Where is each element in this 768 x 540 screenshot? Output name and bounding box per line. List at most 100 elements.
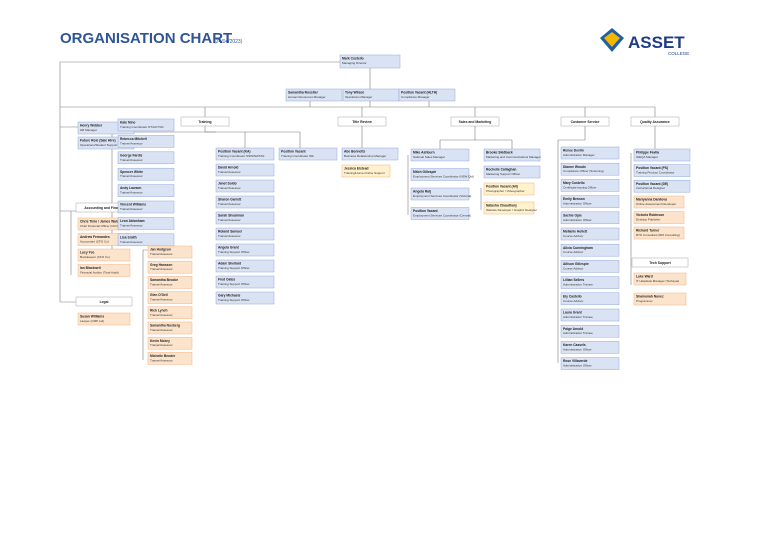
person-role: IGEQA Manager — [636, 155, 658, 159]
person-name: Sachie Opie — [563, 213, 582, 217]
box — [560, 243, 620, 257]
person-role: Administration Trainee — [563, 283, 593, 287]
person-role: Course Advisor — [563, 250, 583, 254]
connector — [142, 249, 148, 360]
section-heading: Accounting and Finance — [84, 206, 123, 210]
person-name: David Arnold — [218, 166, 238, 170]
person-role: Operations Manager — [345, 95, 372, 99]
person-name: Lillian Sellers — [563, 278, 584, 282]
person-role: Employment Services Coordinator (Victori… — [413, 194, 471, 198]
person-name: Karen Cassels — [563, 343, 586, 347]
box — [560, 146, 620, 160]
person-role: Administration Officer — [563, 202, 592, 206]
person-name: Emily Benson — [563, 197, 585, 201]
person-role: Trainer/Assessor — [120, 240, 143, 244]
person-role: Photographer / Videographer — [486, 189, 525, 193]
box — [483, 201, 535, 215]
person-name: Philippe Favila — [636, 151, 659, 155]
person-name: Ian Blackwell — [80, 266, 101, 270]
person-role: Administration Officer — [563, 364, 592, 368]
person-role: Course Advisor — [563, 266, 583, 270]
box — [215, 227, 275, 241]
person-name: George Fardis — [120, 153, 143, 157]
box — [215, 195, 275, 209]
box — [147, 291, 193, 304]
person-name: Greg Hanssen — [150, 263, 172, 267]
person-role: Managing Director — [342, 61, 367, 65]
box — [560, 227, 620, 241]
person-name: Dianne Woods — [563, 165, 586, 169]
connector — [205, 131, 301, 148]
person-name: Leon Ablanham — [120, 219, 145, 223]
person-role: Course Advisor — [563, 234, 583, 238]
box — [147, 276, 193, 289]
person-role: Trainer/Assessor — [218, 202, 241, 206]
person-role: Trainer/Assessor — [120, 207, 143, 211]
box — [483, 165, 541, 179]
person-name: Rochelle Callaghan — [486, 168, 516, 172]
person-name: Samantha Brooke — [150, 278, 178, 282]
box — [278, 147, 338, 161]
box — [147, 321, 193, 335]
person-role: Operations/Student Support Officer — [80, 143, 127, 147]
person-role: Compliance Officer (Scanning) — [563, 169, 604, 173]
person-name: Henry Webber — [80, 124, 103, 128]
section-heading: Legal — [100, 300, 109, 304]
person-box: Position Vacant (All)Photographer / Vide… — [483, 182, 535, 196]
person-role: Trainer/Assessor — [150, 252, 173, 256]
person-role: Employment Services Coordinator (NSW Qld… — [413, 175, 474, 179]
box — [285, 88, 343, 102]
person-role: Trainer/Assessor — [150, 328, 173, 332]
person-name: Mary Costello — [563, 181, 585, 185]
person-role: Programmer — [636, 299, 653, 303]
box — [410, 148, 470, 162]
person-name: Janet Soldo — [218, 182, 237, 186]
box — [560, 357, 620, 370]
person-name: Angela Ralj — [413, 190, 431, 194]
person-name: Position Vacant (All) — [486, 185, 518, 189]
connector — [475, 139, 513, 149]
person-role: Training Product Coordinator — [636, 171, 674, 175]
person-role: Trainer/Assessor — [120, 141, 143, 145]
person-name: Position Vacant — [413, 209, 438, 213]
section-heading: Title Review — [352, 120, 372, 124]
person-role: Trainer/Assessor — [150, 313, 173, 317]
person-role: Training Coordinator NSW/NZ/TAS — [218, 154, 264, 158]
person-name: Victoria Robinson — [636, 213, 664, 217]
person-name: Future Role (Sale Hire) — [80, 139, 116, 143]
person-name: Kevin Mckey — [150, 339, 170, 343]
person-role: Marketing and Communications Manager — [486, 155, 541, 159]
box — [410, 207, 470, 220]
person-role: Desktop Publisher — [636, 218, 660, 222]
box — [117, 118, 175, 132]
person-box: Position Vacant (DE)Instructional Design… — [633, 179, 691, 193]
person-name: Vincent Williams — [120, 203, 146, 207]
person-role: Trainer/Assessor — [150, 343, 173, 347]
person-name: Jan Hodgson — [150, 248, 171, 252]
person-name: Spencer White — [120, 170, 143, 174]
person-role: Accountant (CFO Co) — [80, 240, 109, 244]
